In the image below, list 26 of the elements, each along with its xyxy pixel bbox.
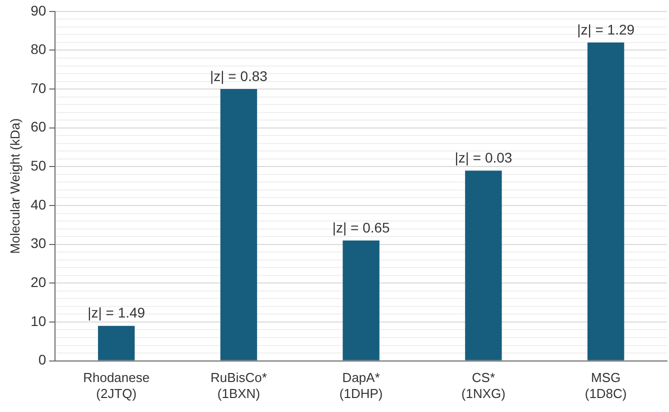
y-tick-label: 0 xyxy=(38,352,46,368)
y-tick-label: 30 xyxy=(30,235,46,252)
x-tick-label: DapA* (1DHP) xyxy=(339,370,383,401)
y-tick-label: 20 xyxy=(30,274,46,290)
x-tick-label: CS* (1NXG) xyxy=(461,370,506,401)
bar xyxy=(465,170,502,360)
y-tick-label: 80 xyxy=(30,41,46,58)
y-tick-label: 40 xyxy=(30,196,46,212)
annotation: |z| = 0.65 xyxy=(332,219,390,236)
bar xyxy=(342,240,380,360)
y-tick-label: 70 xyxy=(30,80,46,96)
annotation: |z| = 1.49 xyxy=(88,304,146,321)
x-tick-label: Rhodanese (2JTQ) xyxy=(83,370,150,401)
bar xyxy=(98,326,135,360)
annotation: |z| = 0.03 xyxy=(454,149,512,166)
x-tick-label: MSG (1D8C) xyxy=(584,370,627,401)
annotation: |z| = 0.83 xyxy=(210,68,268,84)
y-tick-label: 10 xyxy=(30,312,46,329)
y-tick-label: 90 xyxy=(30,2,46,18)
bar xyxy=(220,89,258,360)
x-tick-label: RuBisCo* (1BXN) xyxy=(210,370,267,401)
y-axis-title: Molecular Weight (kDa) xyxy=(7,118,22,254)
bar xyxy=(587,42,624,360)
annotation: |z| = 1.29 xyxy=(577,21,635,38)
y-tick-label: 50 xyxy=(30,158,46,174)
y-tick-label: 60 xyxy=(30,118,46,135)
